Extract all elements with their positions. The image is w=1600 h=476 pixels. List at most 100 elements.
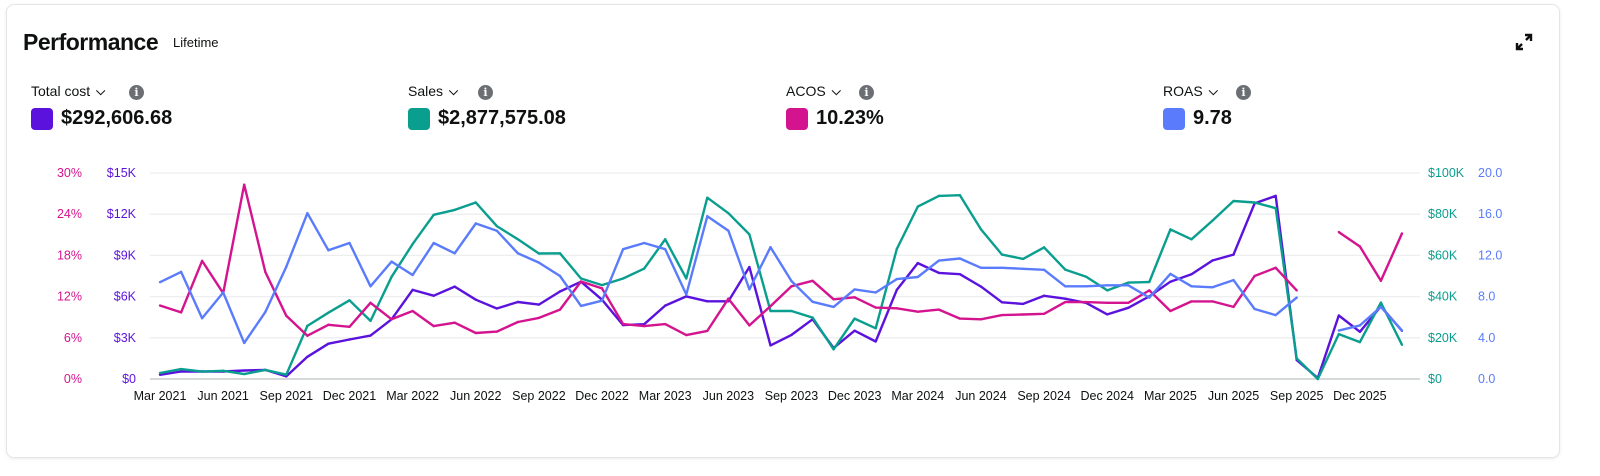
data-point-sales: [1042, 246, 1046, 249]
data-point-sales: [516, 238, 520, 241]
data-point-total-cost: [453, 285, 456, 288]
data-point-roas: [1358, 324, 1362, 327]
data-point-total-cost: [432, 294, 435, 297]
data-point-total-cost: [495, 307, 498, 310]
data-point-acos: [179, 311, 183, 314]
data-point-roas: [264, 310, 267, 314]
sales-axis-tick-label: $40K: [1428, 290, 1458, 304]
data-point-roas: [1063, 285, 1067, 288]
data-point-roas: [769, 245, 772, 249]
data-point-sales: [200, 370, 204, 373]
data-point-total-cost: [327, 342, 330, 345]
data-point-roas: [1000, 266, 1004, 269]
data-point-acos: [579, 280, 583, 283]
data-point-total-cost: [1169, 280, 1172, 283]
data-point-sales: [537, 252, 541, 255]
metric-selector-roas[interactable]: ROAS ⌵: [1163, 83, 1232, 99]
data-point-total-cost: [1000, 301, 1004, 304]
data-point-total-cost: [748, 265, 751, 269]
data-point-roas: [390, 260, 393, 263]
metric-selector-total-cost[interactable]: Total cost ⌵: [31, 83, 172, 99]
cost-axis-tick-label: $9K: [114, 248, 137, 262]
data-point-sales: [1337, 332, 1341, 336]
roas-axis-tick-label: 8.0: [1478, 290, 1495, 304]
metric-selector-acos[interactable]: ACOS ⌵: [786, 83, 884, 99]
data-point-acos: [1358, 245, 1362, 248]
roas-axis-tick-label: 4.0: [1478, 331, 1495, 345]
data-point-sales: [769, 309, 772, 313]
data-point-acos: [1000, 313, 1004, 317]
legend-swatch[interactable]: [31, 107, 53, 130]
info-icon[interactable]: i: [129, 85, 144, 100]
data-point-roas: [642, 241, 646, 245]
data-point-acos: [769, 305, 772, 308]
data-point-sales: [369, 319, 372, 323]
data-point-total-cost: [158, 373, 162, 376]
data-point-sales: [1358, 340, 1362, 344]
data-point-acos: [811, 279, 814, 283]
data-point-roas: [685, 293, 688, 296]
acos-axis-tick-label: 6%: [64, 331, 82, 345]
data-point-acos: [306, 334, 309, 337]
x-axis-tick-label: Dec 2021: [323, 389, 377, 403]
expand-arrows-icon[interactable]: [1515, 33, 1533, 51]
performance-card: Performance Lifetime Total cost ⌵ i $292,…: [6, 4, 1560, 458]
data-point-acos: [1211, 300, 1214, 303]
legend-swatch[interactable]: [1163, 107, 1185, 130]
data-point-acos: [1379, 279, 1383, 283]
data-point-acos: [853, 296, 856, 299]
metric-selector-sales[interactable]: Sales ⌵: [408, 83, 566, 99]
data-point-total-cost: [516, 300, 520, 304]
data-point-total-cost: [306, 355, 309, 359]
x-axis-tick-label: Dec 2022: [575, 389, 629, 403]
acos-axis-tick-label: 24%: [57, 207, 82, 221]
data-point-roas: [348, 241, 351, 245]
data-point-sales: [558, 252, 562, 255]
sales-axis-tick-label: $100K: [1428, 166, 1465, 180]
data-point-sales: [685, 277, 688, 280]
data-point-acos: [1021, 313, 1025, 316]
data-point-sales: [1253, 201, 1256, 204]
data-point-total-cost: [1232, 253, 1235, 256]
data-point-sales: [1316, 377, 1319, 381]
data-point-roas: [664, 248, 667, 251]
data-point-roas: [306, 211, 309, 215]
data-point-acos: [642, 324, 646, 328]
metric-value: 9.78: [1193, 107, 1232, 129]
data-point-total-cost: [1274, 194, 1277, 198]
data-point-acos: [916, 310, 919, 313]
data-point-roas: [1169, 272, 1172, 276]
data-point-roas: [221, 291, 225, 294]
data-point-sales: [1232, 199, 1235, 203]
cost-axis-tick-label: $12K: [107, 207, 137, 221]
data-point-acos: [1337, 230, 1341, 234]
info-icon[interactable]: i: [478, 85, 493, 100]
data-point-total-cost: [1190, 273, 1193, 276]
legend-swatch[interactable]: [408, 107, 430, 130]
data-point-acos: [390, 318, 393, 321]
data-point-total-cost: [369, 334, 372, 337]
data-point-sales: [1400, 343, 1404, 347]
data-point-total-cost: [1042, 294, 1046, 297]
data-point-sales: [411, 242, 414, 246]
data-point-roas: [453, 252, 456, 255]
info-icon[interactable]: i: [859, 85, 874, 100]
data-point-sales: [579, 277, 583, 280]
data-point-total-cost: [664, 304, 667, 307]
info-icon[interactable]: i: [1236, 85, 1251, 100]
data-point-acos: [621, 322, 625, 326]
data-point-acos: [537, 316, 541, 320]
legend-swatch[interactable]: [786, 107, 808, 130]
data-point-sales: [600, 283, 604, 287]
data-point-sales: [916, 205, 919, 208]
data-point-roas: [558, 274, 562, 278]
data-point-roas: [895, 277, 898, 281]
data-point-sales: [706, 196, 709, 199]
data-point-total-cost: [706, 300, 709, 303]
data-point-sales: [1148, 280, 1151, 284]
data-point-roas: [1232, 278, 1235, 282]
x-axis-tick-label: Mar 2022: [386, 389, 439, 403]
metric-label: ROAS: [1163, 83, 1203, 99]
data-point-roas: [432, 241, 435, 245]
